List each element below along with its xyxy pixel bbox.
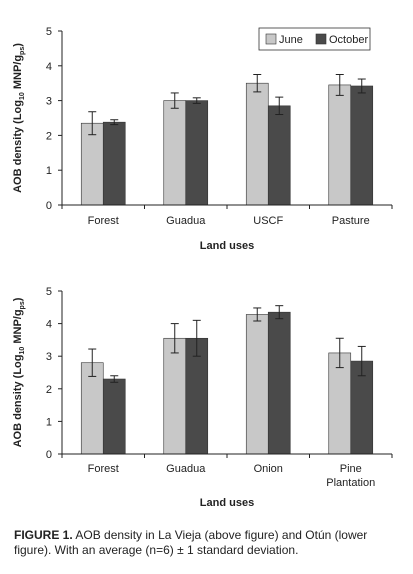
x-tick-label: Forest — [88, 215, 119, 227]
bar-october-guadua — [185, 100, 209, 206]
y-tick-label: 1 — [46, 416, 52, 428]
bar-october-uscf — [267, 105, 291, 206]
y-tick-label: 3 — [46, 96, 52, 108]
y-tick-label: 2 — [46, 384, 52, 396]
figure-caption: FIGURE 1. AOB density in La Vieja (above… — [14, 528, 406, 558]
bar-october-onion — [267, 311, 291, 455]
caption-label: FIGURE 1. — [14, 528, 73, 542]
chart-2: 0 1 2 3 4 5 Forest Guadua Onion Pine Plantation Lan… — [12, 286, 393, 509]
y-tick-label: 3 — [46, 351, 52, 363]
y-tick-label: 4 — [46, 61, 52, 73]
y-tick-label: 2 — [46, 130, 52, 142]
x-tick-label: Forest — [88, 463, 119, 475]
y-axis-title: AOB density (Log10 MNP/gps) — [12, 297, 26, 447]
chart-1: 0 1 2 3 4 5 Forest Guadua USCF Pasture Land uses AO… — [12, 26, 393, 252]
x-tick-label: Guadua — [166, 215, 206, 227]
x-axis-title: Land uses — [200, 497, 254, 509]
bar-june-onion — [245, 314, 269, 455]
caption-text: AOB density in La Vieja (above figure) a… — [14, 528, 368, 557]
legend-swatch-june — [265, 33, 277, 45]
x-tick-label: Onion — [254, 463, 283, 475]
y-axis-title: AOB density (Log10 MNP/gps) — [12, 43, 26, 193]
x-tick-label: Pasture — [332, 215, 370, 227]
y-tick-label: 0 — [46, 449, 52, 461]
y-tick-label: 1 — [46, 165, 52, 177]
bar-june-guadua — [163, 100, 187, 206]
x-tick-label: Guadua — [166, 463, 206, 475]
bar-june-pasture — [328, 84, 352, 206]
bar-june-forest — [80, 122, 104, 206]
legend-box — [258, 27, 371, 51]
bar-october-forest — [102, 378, 126, 455]
x-tick-label: USCF — [253, 215, 283, 227]
x-axis-title: Land uses — [200, 240, 254, 252]
y-tick-label: 4 — [46, 319, 52, 331]
legend-label-june: June — [279, 34, 303, 46]
bar-october-pasture — [350, 85, 374, 206]
y-tick-label: 5 — [46, 26, 52, 38]
legend-label-october: October — [329, 34, 368, 46]
y-tick-label: 5 — [46, 286, 52, 298]
x-tick-label: Pine Plantation — [326, 463, 375, 489]
bar-october-forest — [102, 121, 126, 206]
chart-legend: June October — [258, 27, 371, 51]
y-tick-label: 0 — [46, 200, 52, 212]
bar-june-guadua — [163, 337, 187, 455]
bar-june-uscf — [245, 82, 269, 206]
legend-swatch-october — [315, 33, 327, 45]
